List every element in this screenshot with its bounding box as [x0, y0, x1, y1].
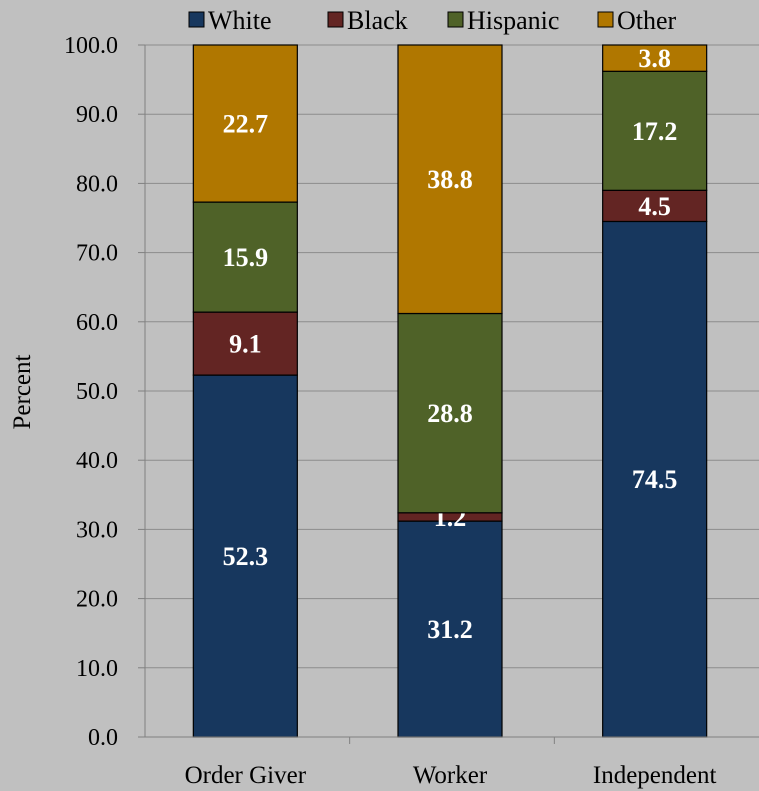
y-tick-label: 0.0	[88, 725, 118, 751]
data-label: 15.9	[223, 243, 269, 272]
bar-hispanic-independent	[602, 70, 708, 191]
data-label: 31.2	[427, 615, 473, 644]
legend-swatch-other	[597, 11, 614, 28]
data-label: 52.3	[223, 542, 269, 571]
bar-white-independent	[602, 220, 708, 738]
y-tick-label: 50.0	[76, 379, 118, 405]
legend-swatch-black	[327, 11, 344, 28]
y-tick-label: 60.0	[76, 310, 118, 336]
data-label: 9.1	[229, 330, 262, 359]
bar-other-order-giver	[192, 44, 298, 203]
data-label: 4.5	[638, 192, 671, 221]
legend-label-black: Black	[347, 6, 408, 35]
legend: White Black Hispanic Other	[188, 6, 677, 35]
x-category-label: Independent	[593, 762, 717, 789]
legend-label-white: White	[208, 6, 272, 35]
legend-label-hispanic: Hispanic	[467, 6, 559, 35]
x-category-labels: Order Giver Worker Independent	[185, 762, 717, 789]
bar-black-independent	[602, 189, 708, 223]
bars: 52.39.115.922.731.21.228.838.874.54.517.…	[192, 44, 708, 738]
y-tick-labels: 0.0 10.0 20.0 30.0 40.0 50.0 60.0 70.0 80.0 90.0 1…	[64, 33, 118, 751]
y-tick-label: 90.0	[76, 102, 118, 128]
data-label: 22.7	[223, 110, 269, 139]
data-label: 17.2	[632, 117, 678, 146]
y-tick-label: 10.0	[76, 656, 118, 682]
y-tick-label: 80.0	[76, 171, 118, 197]
y-tick-label: 40.0	[76, 448, 118, 474]
y-tick-label: 100.0	[64, 33, 118, 59]
bar-hispanic-worker	[397, 312, 503, 514]
bar-white-worker	[397, 520, 503, 738]
bar-black-order-giver	[192, 311, 298, 376]
bar-hispanic-order-giver	[192, 201, 298, 313]
axes	[138, 44, 759, 744]
legend-label-other: Other	[617, 6, 677, 35]
x-category-label: Order Giver	[185, 762, 307, 789]
y-tick-label: 70.0	[76, 241, 118, 267]
data-label: 38.8	[427, 165, 473, 194]
data-label: 3.8	[638, 44, 671, 73]
data-label: 74.5	[632, 465, 678, 494]
data-label: 28.8	[427, 399, 473, 428]
bar-other-independent	[602, 44, 708, 72]
y-tick-label: 20.0	[76, 587, 118, 613]
legend-swatch-hispanic	[447, 11, 464, 28]
x-category-label: Worker	[413, 762, 488, 789]
y-tick-label: 30.0	[76, 517, 118, 543]
bar-other-worker	[397, 44, 503, 315]
y-axis-title: Percent	[9, 354, 36, 429]
legend-swatch-white	[188, 11, 205, 28]
